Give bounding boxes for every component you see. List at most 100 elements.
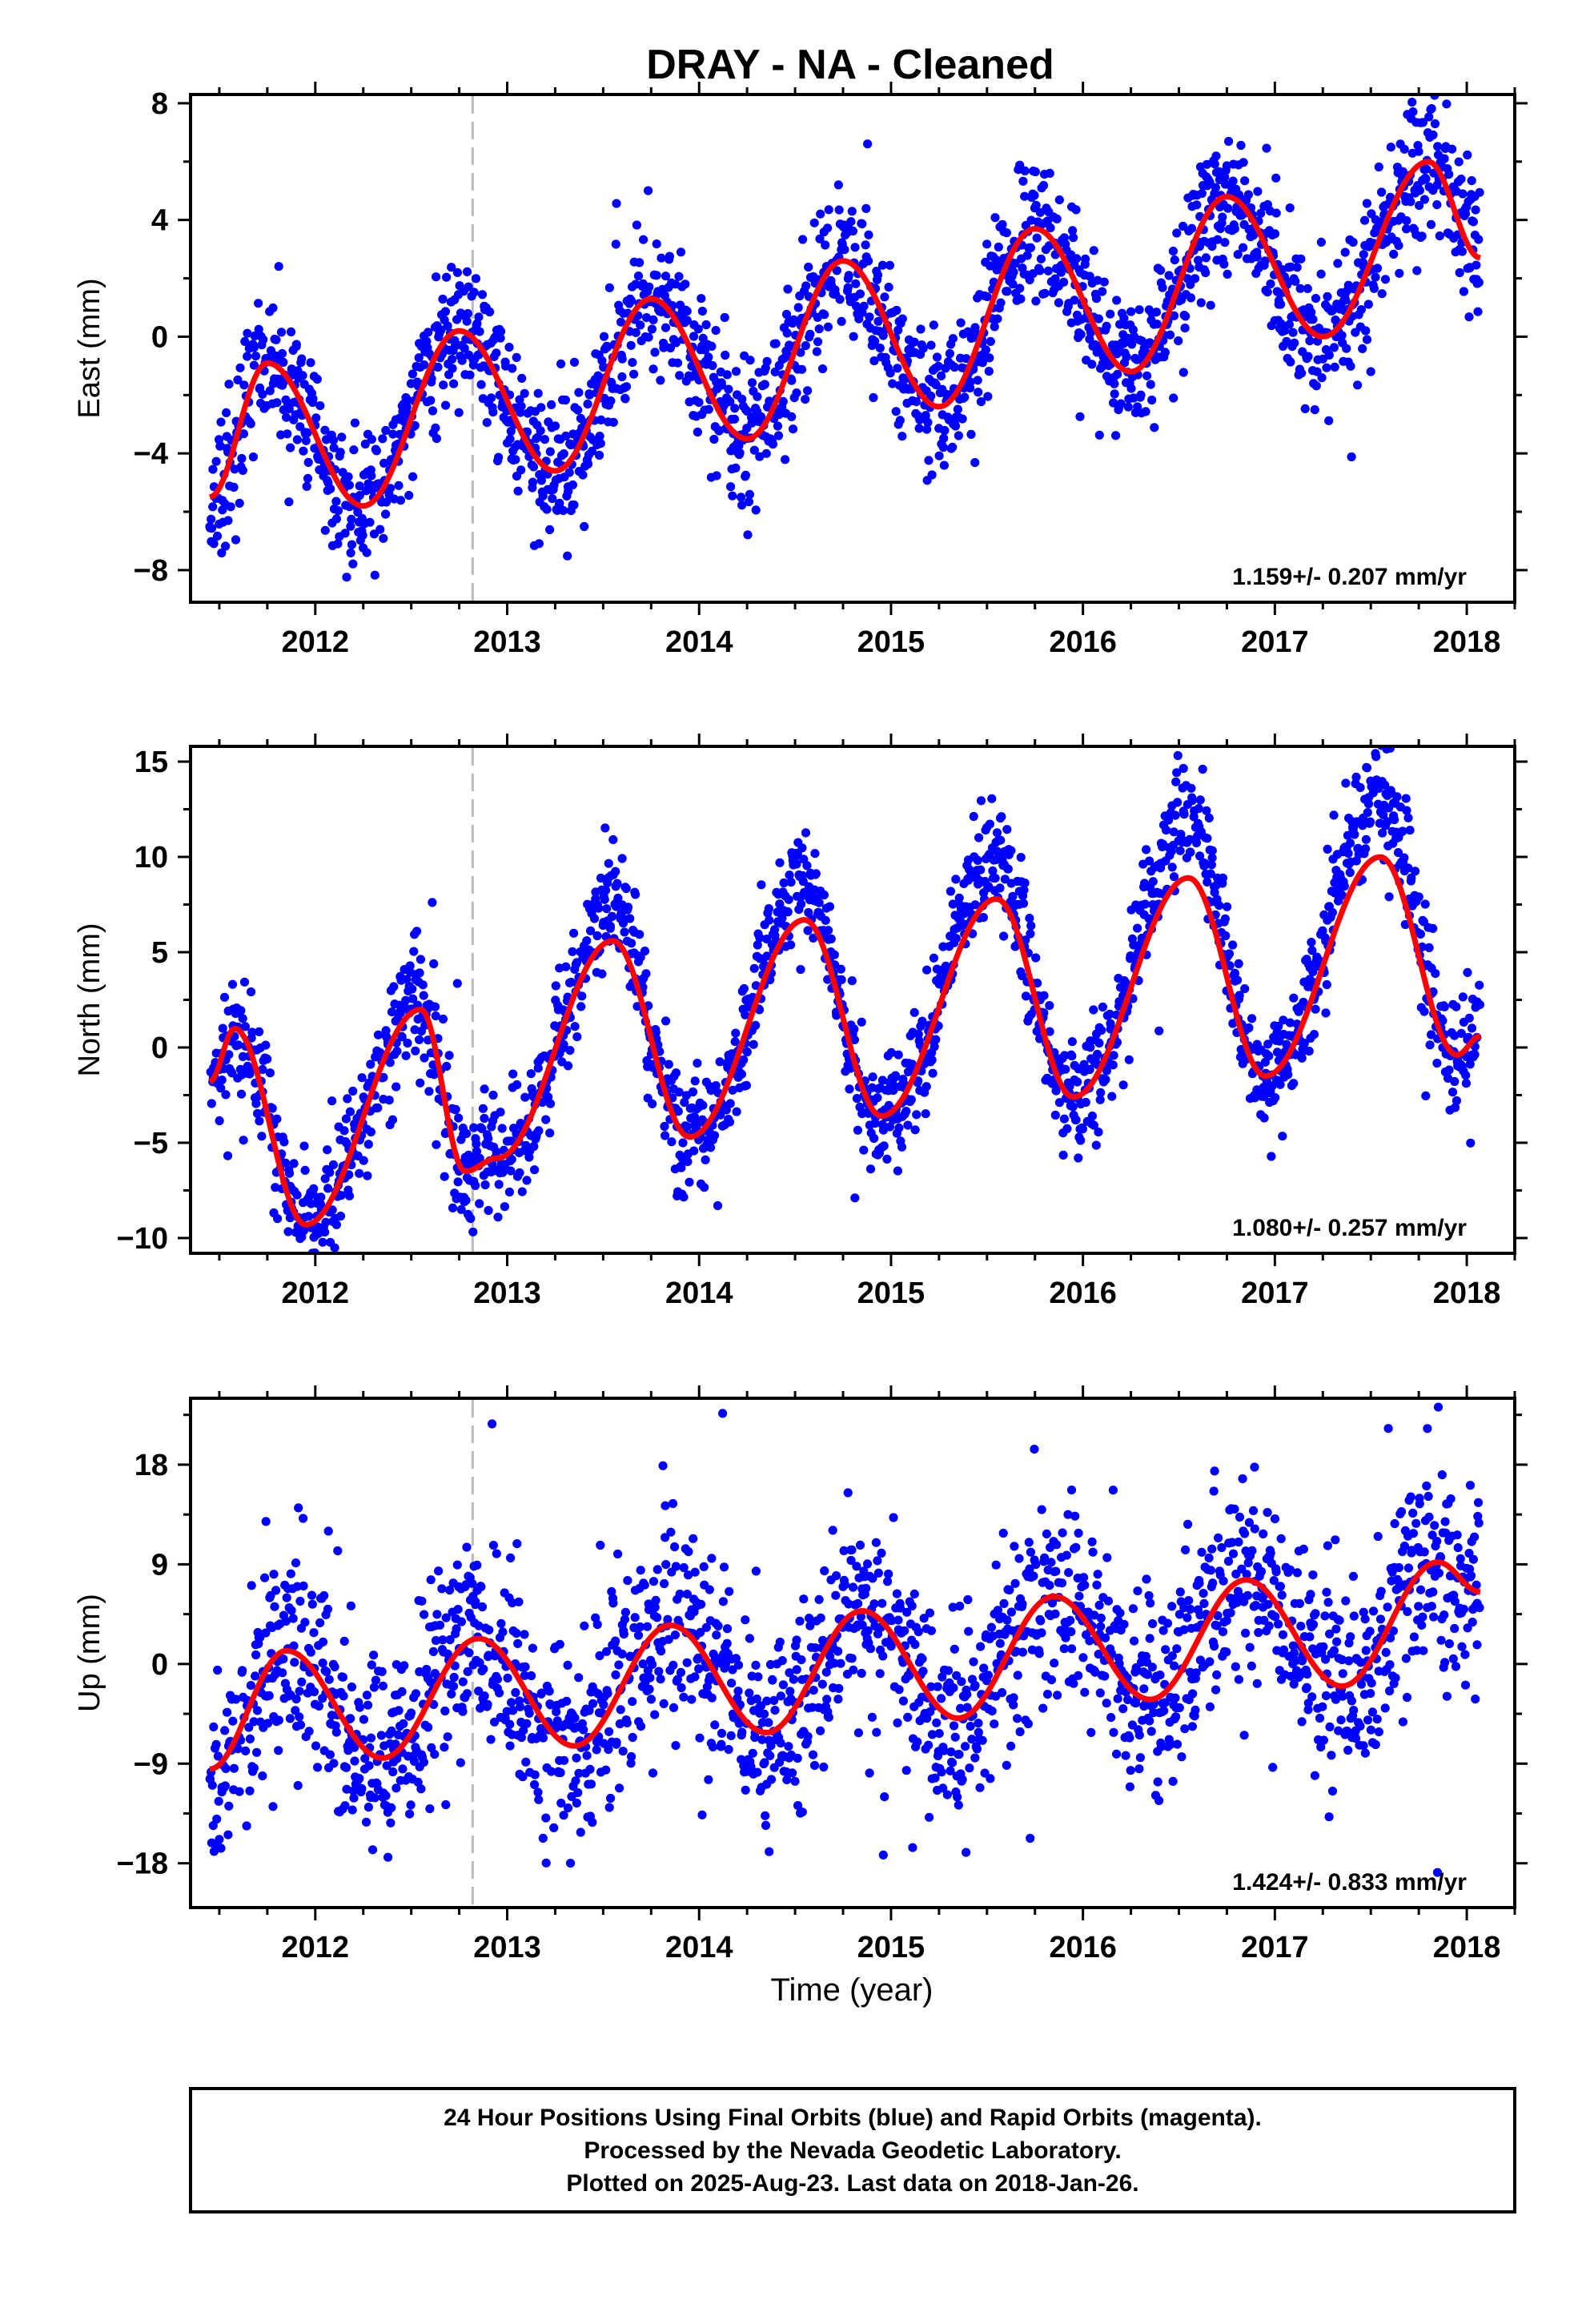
data-point bbox=[861, 240, 870, 250]
data-point bbox=[784, 895, 793, 904]
data-point bbox=[251, 1671, 260, 1681]
data-point bbox=[507, 1155, 516, 1164]
data-point bbox=[787, 376, 797, 385]
data-point bbox=[274, 1715, 283, 1725]
data-point bbox=[246, 419, 255, 428]
data-point bbox=[223, 516, 233, 525]
data-point bbox=[918, 344, 928, 353]
data-point bbox=[392, 1047, 402, 1056]
data-point bbox=[674, 1088, 684, 1097]
data-point bbox=[1312, 367, 1322, 376]
data-point bbox=[584, 390, 595, 400]
data-point bbox=[749, 445, 759, 455]
data-point bbox=[530, 1165, 540, 1175]
data-point bbox=[599, 1700, 608, 1710]
data-point bbox=[1327, 907, 1337, 918]
data-point bbox=[629, 369, 639, 379]
data-point bbox=[529, 1141, 539, 1152]
data-point bbox=[1192, 200, 1202, 210]
data-point bbox=[1172, 228, 1182, 238]
data-point bbox=[833, 180, 843, 190]
x-tick-label: 2016 bbox=[1049, 1277, 1117, 1310]
data-point bbox=[1386, 143, 1395, 152]
data-point bbox=[496, 333, 505, 343]
x-tick-label: 2014 bbox=[665, 625, 733, 659]
data-point bbox=[665, 251, 675, 261]
data-point bbox=[1383, 817, 1392, 826]
data-point bbox=[849, 1035, 859, 1044]
data-point bbox=[1395, 268, 1404, 278]
data-point bbox=[1303, 283, 1312, 293]
data-point bbox=[931, 1035, 941, 1044]
data-point bbox=[1347, 452, 1356, 462]
data-point bbox=[633, 271, 644, 281]
data-point bbox=[237, 453, 247, 464]
data-point bbox=[1289, 1079, 1299, 1088]
data-point bbox=[684, 1570, 693, 1580]
data-point bbox=[494, 452, 504, 462]
data-point bbox=[788, 424, 798, 434]
data-point bbox=[265, 386, 275, 396]
data-point bbox=[1307, 946, 1317, 955]
data-point bbox=[585, 1764, 595, 1774]
data-point bbox=[707, 1693, 717, 1703]
data-point bbox=[1233, 250, 1243, 259]
data-point bbox=[673, 1107, 683, 1116]
data-point bbox=[1358, 821, 1367, 830]
data-point bbox=[1223, 902, 1232, 911]
data-point bbox=[565, 1046, 575, 1055]
data-point bbox=[468, 1578, 477, 1588]
data-point bbox=[606, 396, 616, 406]
data-point bbox=[1408, 107, 1418, 117]
data-point bbox=[1358, 344, 1367, 353]
data-point bbox=[1279, 1015, 1288, 1025]
data-point bbox=[363, 1803, 373, 1812]
data-point bbox=[1380, 275, 1391, 284]
data-point bbox=[823, 322, 833, 332]
data-point bbox=[1176, 830, 1186, 839]
data-point bbox=[391, 1082, 401, 1092]
data-point bbox=[1439, 1002, 1449, 1011]
data-point bbox=[1111, 431, 1121, 440]
data-point bbox=[1050, 1110, 1060, 1120]
data-point bbox=[229, 482, 239, 493]
data-point bbox=[927, 1055, 937, 1065]
data-point bbox=[1289, 993, 1299, 1003]
data-point bbox=[239, 1136, 248, 1145]
data-point bbox=[737, 394, 747, 404]
data-point bbox=[956, 318, 966, 328]
data-point bbox=[283, 1227, 293, 1236]
y-tick-label: −4 bbox=[134, 437, 168, 471]
data-point bbox=[1028, 269, 1038, 279]
data-point bbox=[1305, 336, 1315, 346]
data-point bbox=[304, 1727, 314, 1736]
data-point bbox=[438, 294, 448, 304]
data-point bbox=[279, 1137, 289, 1147]
data-point bbox=[325, 1168, 335, 1177]
data-point bbox=[1078, 1124, 1087, 1134]
data-point bbox=[820, 310, 829, 320]
data-point bbox=[406, 1708, 416, 1718]
data-point bbox=[1141, 407, 1150, 416]
data-point bbox=[270, 1602, 279, 1611]
data-point bbox=[671, 1562, 681, 1571]
data-point bbox=[469, 1123, 479, 1132]
data-point bbox=[363, 1171, 372, 1180]
data-point bbox=[909, 337, 919, 347]
data-point bbox=[897, 314, 907, 324]
data-point bbox=[279, 1655, 288, 1664]
data-point bbox=[1052, 214, 1062, 223]
data-point bbox=[432, 1140, 441, 1149]
data-point bbox=[855, 289, 865, 299]
data-point bbox=[1369, 283, 1379, 293]
data-point bbox=[648, 1768, 658, 1778]
data-point bbox=[600, 823, 610, 833]
data-point bbox=[660, 1121, 669, 1132]
data-point bbox=[775, 858, 785, 867]
x-tick-label: 2014 bbox=[665, 1277, 733, 1310]
data-point bbox=[463, 1667, 472, 1676]
data-point bbox=[563, 1803, 573, 1813]
data-point bbox=[878, 331, 888, 340]
data-point bbox=[663, 1614, 673, 1624]
data-point bbox=[588, 1817, 597, 1827]
